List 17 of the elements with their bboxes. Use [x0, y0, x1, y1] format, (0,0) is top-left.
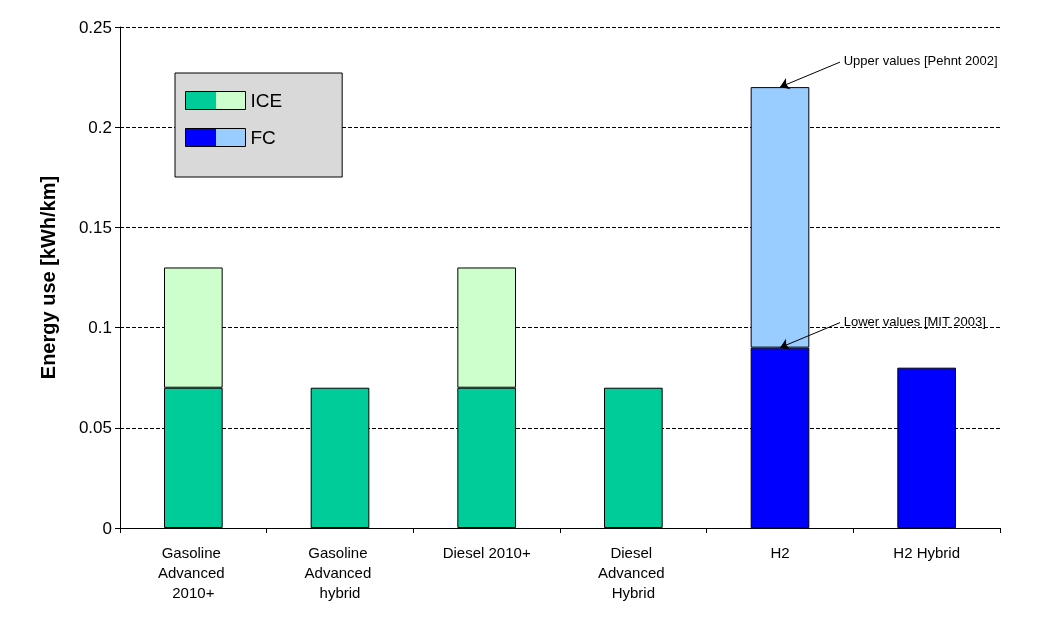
legend-label: FC: [250, 127, 276, 148]
annotation: Upper values [Pehnt 2002]: [843, 53, 998, 69]
y-tick-label: 0: [102, 518, 112, 538]
x-tick-label: Gasoline Advanced hybrid: [304, 543, 376, 601]
x-tick-label: Diesel Advanced Hybrid: [597, 543, 669, 601]
x-tick-label: H2: [770, 543, 790, 561]
y-axis-title: Energy use [kWh/km]: [37, 175, 59, 380]
x-tick-label: Diesel 2010+: [442, 543, 531, 561]
legend-label: ICE: [250, 90, 283, 111]
x-tick-label: Gasoline Advanced 2010+: [157, 543, 229, 601]
y-tick-label: 0.05: [78, 418, 112, 438]
y-tick-label: 0.1: [88, 318, 112, 338]
annotation: Lower values [MIT 2003]: [843, 313, 986, 329]
x-tick-label: H2 Hybrid: [893, 543, 961, 561]
y-tick-label: 0.25: [78, 17, 112, 37]
y-tick-label: 0.2: [88, 117, 112, 137]
y-tick-label: 0.15: [78, 217, 112, 237]
